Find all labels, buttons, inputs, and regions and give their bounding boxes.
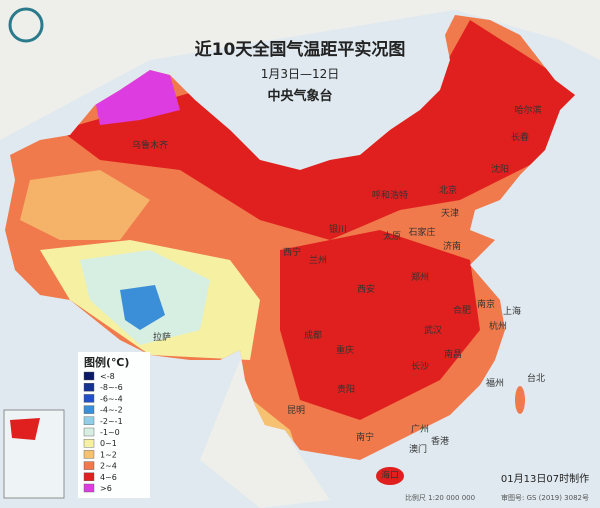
city: 哈尔滨 [514,104,541,116]
city: 兰州 [309,254,327,266]
city: 拉萨 [153,331,171,343]
city: 成都 [304,329,322,341]
city: 澳门 [409,443,427,455]
hainan [376,467,404,485]
legend-label: -6~-4 [100,394,123,403]
legend-swatch [83,472,95,481]
legend: 图例(℃) <-8 -8~-6 -6~-4 -4~-2 -2~-1 -1~0 0~1 1~2 2… [78,352,150,498]
legend-swatch [83,450,95,459]
city: 呼和浩特 [372,189,408,201]
legend-label: 0~1 [100,439,117,448]
legend-label: 1~2 [100,450,117,459]
legend-label: -8~-6 [100,383,123,392]
city: 北京 [439,184,457,196]
legend-swatch [83,439,95,448]
city: 重庆 [336,344,354,356]
city: 广州 [411,423,429,435]
legend-label: <-8 [100,372,115,381]
legend-title: 图例(℃) [84,355,129,369]
taiwan [515,386,525,414]
city: 郑州 [411,271,429,283]
city: 福州 [486,377,504,389]
made-time: 01月13日07时制作 [501,472,589,485]
legend-swatch [83,383,95,392]
legend-swatch [83,461,95,470]
legend-label: 2~4 [100,462,117,471]
city: 武汉 [424,324,442,336]
legend-swatch [83,371,95,381]
city: 银川 [329,223,347,235]
city: 长沙 [411,360,429,372]
legend-swatch [83,483,95,493]
city: 长春 [511,131,529,143]
city: 合肥 [453,304,471,316]
city: 西安 [357,283,375,295]
approval: 审图号: GS (2019) 3082号 [501,493,589,502]
legend-label: 4~6 [100,473,117,482]
city: 太原 [383,230,401,242]
city: 南京 [477,298,495,310]
legend-swatch [83,405,95,414]
city: 贵阳 [337,383,355,395]
city: 乌鲁木齐 [132,139,168,151]
neighbor-land [0,0,600,140]
legend-swatch [83,394,95,403]
city: 香港 [431,435,449,447]
issuer: 中央气象台 [267,88,332,104]
neighbor-land [200,360,330,508]
city: 西宁 [283,246,301,258]
legend-swatch [83,427,95,437]
city: 杭州 [489,320,507,332]
city: 沈阳 [491,163,509,175]
title: 近10天全国气温距平实况图 [195,39,406,60]
inset-land [10,418,40,440]
legend-label: -2~-1 [100,417,123,426]
city: 上海 [503,305,521,317]
city: 南昌 [444,348,462,360]
legend-label: >6 [100,484,112,493]
city: 济南 [443,240,461,252]
city: 海口 [381,469,399,481]
city: 台北 [527,372,545,384]
scale: 比例尺 1:20 000 000 [405,493,475,502]
city: 石家庄 [408,226,435,238]
legend-label: -1~0 [100,428,120,437]
subtitle: 1月3日—12日 [261,67,340,81]
city: 昆明 [287,405,305,416]
logo [8,7,44,43]
city: 南宁 [356,431,374,443]
city-labels: 哈尔滨 长春 沈阳 北京 天津 呼和浩特 石家庄 太原 济南 银川 兰州 西宁 … [132,104,545,481]
legend-label: -4~-2 [100,406,123,415]
city: 天津 [441,208,459,219]
legend-swatch [83,416,95,425]
